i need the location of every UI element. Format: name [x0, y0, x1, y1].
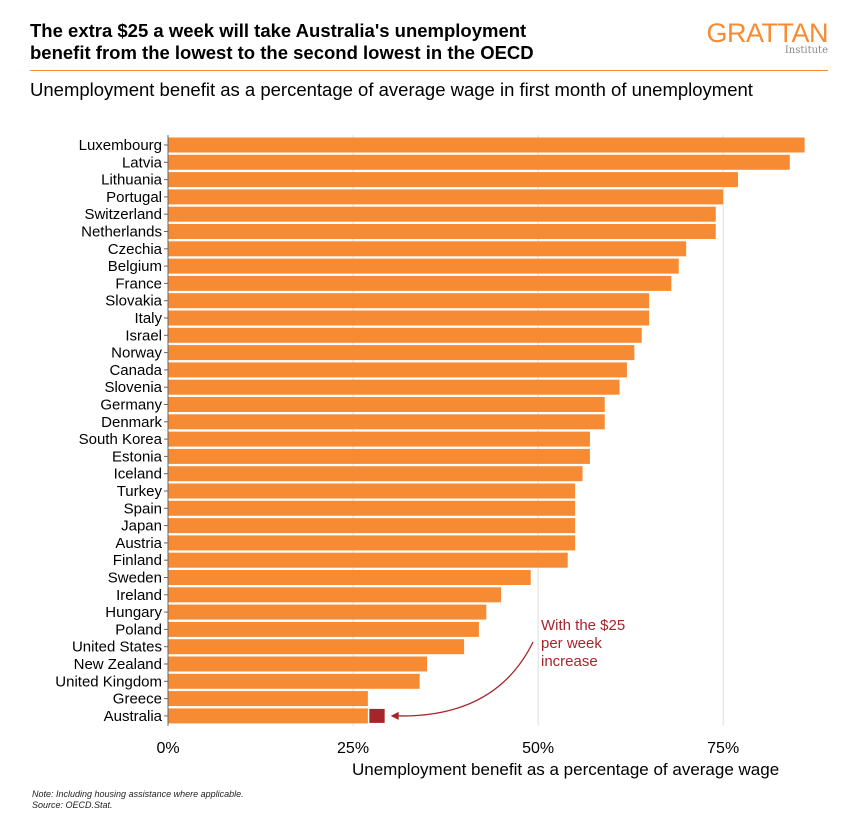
category-label-luxembourg: Luxembourg — [79, 137, 162, 154]
title-line-1: The extra $25 a week will take Australia… — [30, 20, 527, 41]
chart-subtitle: Unemployment benefit as a percentage of … — [30, 79, 753, 100]
category-label-latvia: Latvia — [122, 154, 163, 171]
bar-united-states — [168, 639, 465, 655]
category-label-poland: Poland — [115, 621, 162, 638]
category-label-germany: Germany — [100, 397, 162, 414]
category-label-austria: Austria — [115, 535, 162, 552]
category-label-turkey: Turkey — [117, 483, 163, 500]
x-tick-label-75: 75% — [707, 740, 739, 757]
category-label-portugal: Portugal — [106, 189, 162, 206]
bar-south-korea — [168, 431, 590, 447]
bar-luxembourg — [168, 137, 805, 153]
category-label-spain: Spain — [124, 500, 162, 517]
annotation-arrowhead — [390, 711, 399, 720]
bar-belgium — [168, 258, 679, 274]
category-label-czechia: Czechia — [108, 241, 163, 258]
annotation-arrow — [396, 641, 534, 717]
header-rule — [30, 70, 828, 71]
category-label-netherlands: Netherlands — [81, 224, 162, 241]
x-axis-label: Unemployment benefit as a percentage of … — [352, 760, 779, 779]
category-label-slovenia: Slovenia — [104, 379, 162, 396]
bar-sweden — [168, 570, 531, 585]
grattan-logo: GRATTAN Institute — [707, 19, 829, 56]
bar-united-kingdom — [168, 673, 420, 689]
category-label-australia: Australia — [104, 708, 163, 725]
bar-austria — [168, 535, 576, 551]
bar-france — [168, 275, 672, 291]
bar-iceland — [168, 466, 583, 482]
logo-wordmark: GRATTAN — [706, 18, 829, 48]
x-tick-label-0: 0% — [156, 740, 179, 757]
category-label-belgium: Belgium — [108, 258, 162, 275]
bar-new-zealand — [168, 656, 428, 672]
annotation-line-3: increase — [541, 653, 598, 670]
source-text: Source: OECD.Stat. — [32, 800, 113, 810]
bar-denmark — [168, 414, 605, 430]
bar-hungary — [168, 604, 487, 620]
annotation-line-1: With the $25 — [541, 617, 625, 634]
bar-slovakia — [168, 293, 650, 309]
annotation-line-2: per week — [541, 635, 602, 652]
highlight-marker — [369, 708, 385, 723]
category-label-switzerland: Switzerland — [84, 206, 162, 223]
category-label-denmark: Denmark — [101, 414, 162, 431]
category-label-france: France — [115, 275, 162, 292]
category-label-greece: Greece — [113, 691, 162, 708]
category-label-italy: Italy — [134, 310, 162, 327]
bar-greece — [168, 691, 368, 707]
category-label-slovakia: Slovakia — [105, 293, 162, 310]
category-label-canada: Canada — [109, 362, 162, 379]
category-label-new-zealand: New Zealand — [74, 656, 162, 673]
category-label-iceland: Iceland — [114, 466, 162, 483]
chart-title: The extra $25 a week will take Australia… — [30, 20, 650, 64]
x-tick-label-50: 50% — [522, 740, 554, 757]
category-label-estonia: Estonia — [112, 448, 163, 465]
bar-israel — [168, 327, 642, 343]
bar-switzerland — [168, 206, 716, 222]
bar-ireland — [168, 587, 502, 603]
bar-turkey — [168, 483, 576, 499]
category-label-lithuania: Lithuania — [101, 172, 163, 189]
category-label-finland: Finland — [113, 552, 162, 569]
title-line-2: benefit from the lowest to the second lo… — [30, 42, 534, 63]
category-label-ireland: Ireland — [116, 587, 162, 604]
bar-finland — [168, 552, 568, 568]
bar-netherlands — [168, 224, 716, 239]
bar-lithuania — [168, 172, 738, 188]
bar-spain — [168, 500, 576, 516]
category-label-united-kingdom: United Kingdom — [55, 673, 162, 690]
chart-notes: Note: Including housing assistance where… — [32, 789, 244, 811]
category-label-sweden: Sweden — [108, 570, 162, 587]
bar-canada — [168, 362, 627, 378]
bar-germany — [168, 397, 605, 412]
bar-estonia — [168, 448, 590, 464]
bar-norway — [168, 345, 635, 361]
logo-subtitle: Institute — [784, 45, 828, 56]
bar-portugal — [168, 189, 724, 205]
bar-japan — [168, 518, 576, 534]
bar-chart: LuxembourgLatviaLithuaniaPortugalSwitzer… — [55, 135, 805, 779]
category-label-japan: Japan — [121, 518, 162, 535]
category-label-israel: Israel — [125, 327, 162, 344]
bar-latvia — [168, 154, 790, 170]
category-label-norway: Norway — [111, 345, 162, 362]
bar-italy — [168, 310, 650, 326]
x-tick-label-25: 25% — [337, 740, 369, 757]
bar-australia — [168, 708, 368, 724]
category-label-united-states: United States — [72, 639, 162, 656]
bar-czechia — [168, 241, 687, 257]
category-label-south-korea: South Korea — [79, 431, 163, 448]
bar-poland — [168, 621, 479, 637]
note-text: Note: Including housing assistance where… — [32, 789, 244, 799]
category-label-hungary: Hungary — [105, 604, 162, 621]
bar-slovenia — [168, 379, 620, 395]
